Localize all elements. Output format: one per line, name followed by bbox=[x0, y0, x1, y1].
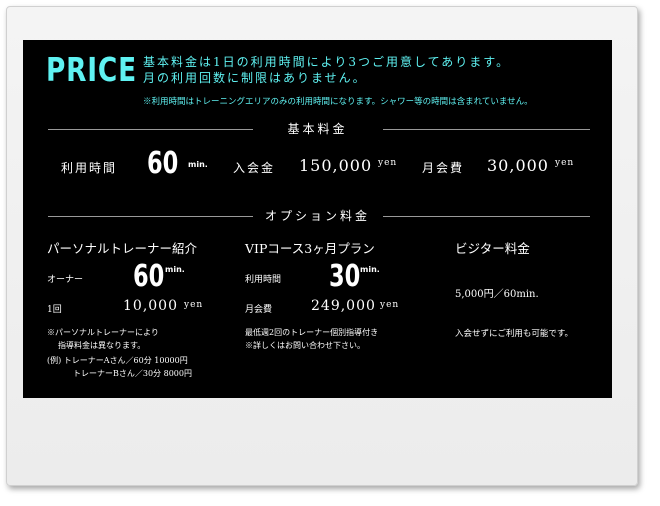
personal-note-1: ※パーソナルトレーナーにより bbox=[47, 328, 159, 337]
monthly-value: 30,000 bbox=[487, 156, 549, 175]
basic-time-label: 利用時間 bbox=[61, 161, 118, 175]
personal-example-2: トレーナーBさん／30分 8000円 bbox=[73, 369, 192, 378]
visitor-note: 入会せずにご利用も可能です。 bbox=[455, 329, 573, 339]
basic-time-unit: min. bbox=[188, 160, 208, 169]
vip-monthly-unit: yen bbox=[380, 300, 400, 310]
once-value: 10,000 bbox=[123, 298, 178, 314]
vip-monthly-value: 249,000 bbox=[311, 298, 376, 314]
monthly-label: 月会費 bbox=[422, 161, 465, 175]
divider bbox=[383, 129, 590, 130]
vip-time-label: 利用時間 bbox=[245, 275, 282, 285]
intro-line-2: 月の利用回数に制限はありません。 bbox=[143, 71, 367, 85]
personal-note-2: 指導料金は異なります。 bbox=[58, 341, 146, 350]
vip-note-2: ※詳しくはお問い合わせ下さい。 bbox=[245, 341, 365, 350]
once-label: 1回 bbox=[47, 305, 62, 315]
vip-monthly-label: 月会費 bbox=[245, 305, 273, 315]
vip-time-unit: min. bbox=[360, 265, 380, 274]
divider bbox=[48, 216, 253, 217]
divider bbox=[383, 216, 590, 217]
basic-heading: 基本料金 bbox=[287, 122, 348, 136]
once-unit: yen bbox=[184, 300, 204, 310]
owner-value: 60 bbox=[133, 259, 165, 294]
vip-note-1: 最低週2回のトレーナー個別指導付き bbox=[245, 328, 379, 337]
monthly-unit: yen bbox=[555, 158, 575, 168]
price-title: PRICE bbox=[46, 50, 137, 89]
price-panel: PRICE 基本料金は1日の利用時間により3つご用意してあります。 月の利用回数… bbox=[23, 40, 612, 398]
entry-unit: yen bbox=[378, 158, 398, 168]
entry-label: 入会金 bbox=[233, 161, 276, 175]
visitor-price: 5,000円／60min. bbox=[455, 289, 539, 300]
basic-time-value: 60 bbox=[147, 146, 179, 181]
entry-value: 150,000 bbox=[299, 156, 373, 175]
owner-label: オーナー bbox=[47, 275, 84, 285]
vip-title: VIPコース3ヶ月プラン bbox=[245, 241, 375, 256]
personal-example-1: (例) トレーナーAさん／60分 10000円 bbox=[47, 356, 188, 365]
intro-note: ※利用時間はトレーニングエリアのみの利用時間になります。シャワー等の時間は含まれ… bbox=[143, 97, 533, 107]
visitor-title: ビジター料金 bbox=[455, 241, 530, 256]
personal-title: パーソナルトレーナー紹介 bbox=[47, 241, 198, 256]
intro-line-1: 基本料金は1日の利用時間により3つご用意してあります。 bbox=[143, 55, 511, 69]
divider bbox=[48, 129, 253, 130]
owner-unit: min. bbox=[165, 265, 185, 274]
option-heading: オプション料金 bbox=[264, 209, 370, 223]
vip-time-value: 30 bbox=[329, 259, 361, 294]
